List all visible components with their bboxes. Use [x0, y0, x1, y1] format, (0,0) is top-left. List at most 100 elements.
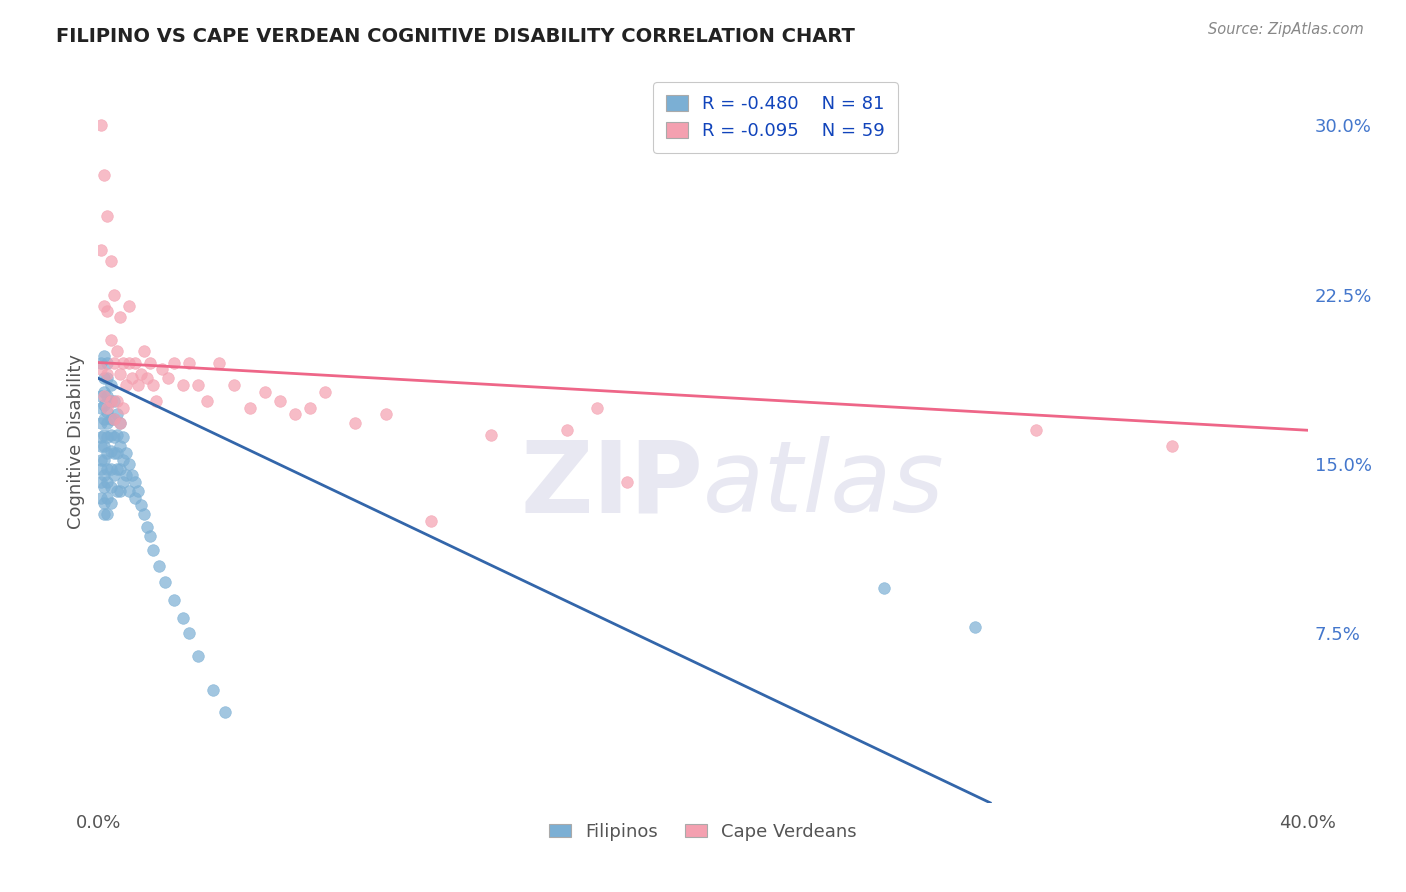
Point	[103, 393, 125, 408]
Point	[93, 439, 115, 453]
Point	[100, 480, 122, 494]
Point	[96, 491, 118, 505]
Point	[163, 355, 186, 369]
Point	[93, 507, 115, 521]
Point	[202, 682, 225, 697]
Point	[103, 446, 125, 460]
Point	[586, 401, 609, 415]
Point	[129, 498, 152, 512]
Point	[374, 408, 396, 422]
Point	[93, 299, 115, 313]
Point	[105, 484, 128, 499]
Point	[96, 303, 118, 318]
Point	[105, 344, 128, 359]
Legend: Filipinos, Cape Verdeans: Filipinos, Cape Verdeans	[541, 815, 865, 848]
Point	[127, 378, 149, 392]
Y-axis label: Cognitive Disability: Cognitive Disability	[66, 354, 84, 529]
Point	[105, 427, 128, 442]
Point	[100, 461, 122, 475]
Point	[224, 378, 246, 392]
Point	[114, 446, 136, 460]
Point	[163, 592, 186, 607]
Point	[93, 398, 115, 412]
Point	[129, 367, 152, 381]
Point	[96, 389, 118, 403]
Point	[90, 439, 112, 453]
Point	[93, 384, 115, 399]
Point	[1160, 439, 1182, 453]
Point	[121, 468, 143, 483]
Point	[105, 446, 128, 460]
Text: Source: ZipAtlas.com: Source: ZipAtlas.com	[1208, 22, 1364, 37]
Point	[481, 427, 503, 442]
Point	[965, 620, 987, 634]
Point	[90, 417, 112, 431]
Point	[100, 333, 122, 347]
Point	[111, 430, 134, 444]
Point	[90, 362, 112, 376]
Point	[90, 355, 112, 369]
Point	[269, 393, 291, 408]
Point	[195, 393, 218, 408]
Point	[156, 371, 179, 385]
Point	[96, 475, 118, 490]
Point	[90, 119, 112, 133]
Point	[124, 355, 146, 369]
Point	[208, 355, 231, 369]
Point	[114, 378, 136, 392]
Point	[616, 475, 638, 490]
Point	[145, 393, 167, 408]
Point	[132, 344, 155, 359]
Point	[187, 648, 209, 663]
Point	[118, 355, 141, 369]
Point	[127, 484, 149, 499]
Point	[93, 452, 115, 467]
Point	[90, 475, 112, 490]
Point	[90, 461, 112, 475]
Point	[139, 355, 162, 369]
Point	[1024, 423, 1046, 437]
Point	[118, 299, 141, 313]
Point	[150, 362, 173, 376]
Point	[239, 401, 262, 415]
Point	[142, 378, 165, 392]
Point	[108, 367, 131, 381]
Point	[139, 529, 162, 543]
Point	[118, 484, 141, 499]
Point	[96, 507, 118, 521]
Point	[111, 475, 134, 490]
Point	[108, 461, 131, 475]
Point	[299, 401, 322, 415]
Point	[93, 480, 115, 494]
Point	[555, 423, 578, 437]
Point	[135, 371, 157, 385]
Point	[93, 371, 115, 385]
Point	[90, 491, 112, 505]
Point	[105, 408, 128, 422]
Point	[96, 371, 118, 385]
Point	[100, 393, 122, 408]
Point	[187, 378, 209, 392]
Point	[132, 507, 155, 521]
Point	[103, 468, 125, 483]
Point	[214, 706, 236, 720]
Point	[93, 427, 115, 442]
Point	[90, 401, 112, 415]
Point	[103, 412, 125, 426]
Text: FILIPINO VS CAPE VERDEAN COGNITIVE DISABILITY CORRELATION CHART: FILIPINO VS CAPE VERDEAN COGNITIVE DISAB…	[56, 27, 855, 45]
Point	[105, 393, 128, 408]
Point	[90, 452, 112, 467]
Point	[100, 427, 122, 442]
Point	[100, 412, 122, 426]
Point	[93, 389, 115, 403]
Point	[103, 430, 125, 444]
Point	[90, 243, 112, 257]
Point	[96, 355, 118, 369]
Point	[90, 430, 112, 444]
Point	[93, 168, 115, 182]
Point	[420, 514, 443, 528]
Point	[179, 626, 201, 640]
Point	[111, 401, 134, 415]
Point	[111, 452, 134, 467]
Point	[96, 401, 118, 415]
